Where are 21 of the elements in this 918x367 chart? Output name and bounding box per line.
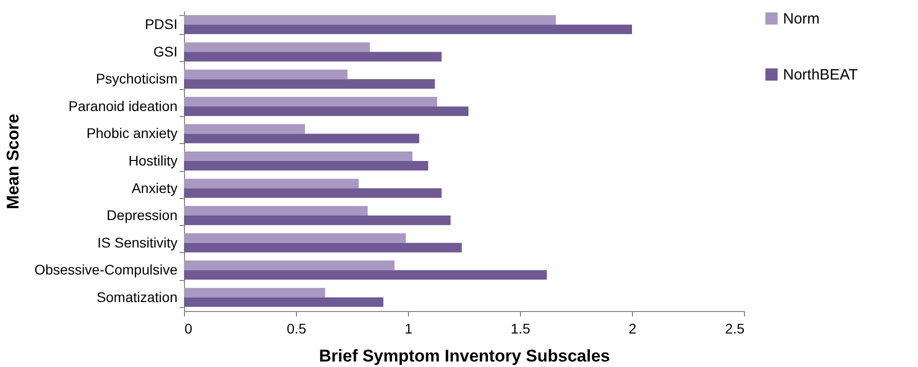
y-axis-title: Mean Score (3, 114, 22, 210)
y-tick-label: Somatization (96, 288, 178, 305)
y-tick-label: Obsessive-Compulsive (34, 262, 178, 278)
y-tick-label: Depression (106, 207, 178, 224)
x-axis-title: Brief Symptom Inventory Subscales (319, 346, 610, 366)
y-tick-label: PDSI (144, 16, 178, 32)
y-tick-label: Anxiety (132, 180, 178, 196)
x-tick-label: 2.5 (725, 320, 745, 336)
y-tick-label: GSI (153, 43, 178, 60)
x-tick-label: 1.5 (510, 320, 530, 336)
x-tick-label: 0 (184, 320, 192, 336)
legend-label: Norm (783, 10, 820, 28)
x-tick-label: 2 (628, 320, 637, 336)
y-tick-label: IS Sensitivity (97, 234, 178, 250)
y-tick-label: Psychoticism (96, 70, 178, 87)
y-tick-label: Phobic anxiety (86, 125, 178, 142)
y-tick-label: Paranoid ideation (68, 98, 178, 114)
y-tick-label: Hostility (128, 152, 178, 168)
x-tick-label: 1 (404, 320, 413, 336)
legend-label: NorthBEAT (783, 66, 858, 84)
x-tick-label: 0.5 (286, 320, 306, 336)
